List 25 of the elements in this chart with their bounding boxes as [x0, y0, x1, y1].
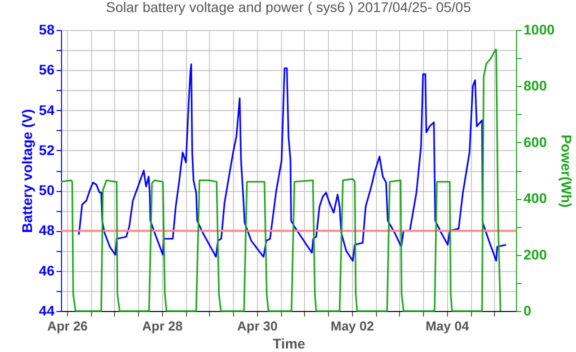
y2-tick-label: 600	[524, 134, 548, 150]
y-tick-label: 44	[38, 302, 55, 318]
y-tick-label: 56	[38, 62, 55, 78]
y2-axis-title: Power(Wh)	[558, 134, 575, 208]
line-series	[78, 63, 507, 262]
chart-title: Solar battery voltage and power ( sys6 ) 2017/04/25- 05/05	[106, 0, 472, 15]
y2-tick-label: 1000	[524, 22, 555, 38]
y2-tick-label: 0	[524, 302, 532, 318]
x-tick-label: Apr 26	[47, 318, 88, 334]
y2-tick-label: 200	[524, 246, 548, 262]
y-tick-label: 46	[38, 262, 55, 278]
line-series	[60, 48, 502, 312]
y-tick-label: 50	[38, 182, 55, 198]
y2-tick-label: 800	[524, 78, 548, 94]
y-tick-label: 52	[38, 142, 55, 158]
x-tick-label: Apr 28	[142, 318, 183, 334]
x-axis-title: Time	[272, 336, 306, 352]
y-tick-label: 54	[38, 102, 55, 118]
x-tick-label: Apr 30	[237, 318, 278, 334]
y-tick-label: 48	[38, 222, 55, 238]
x-tick-label: May 02	[330, 318, 374, 334]
y-tick-label: 58	[38, 22, 55, 38]
x-tick-label: May 04	[426, 318, 470, 334]
y2-tick-label: 400	[524, 190, 548, 206]
y-axis-title: Battery voltage (V)	[18, 109, 35, 233]
